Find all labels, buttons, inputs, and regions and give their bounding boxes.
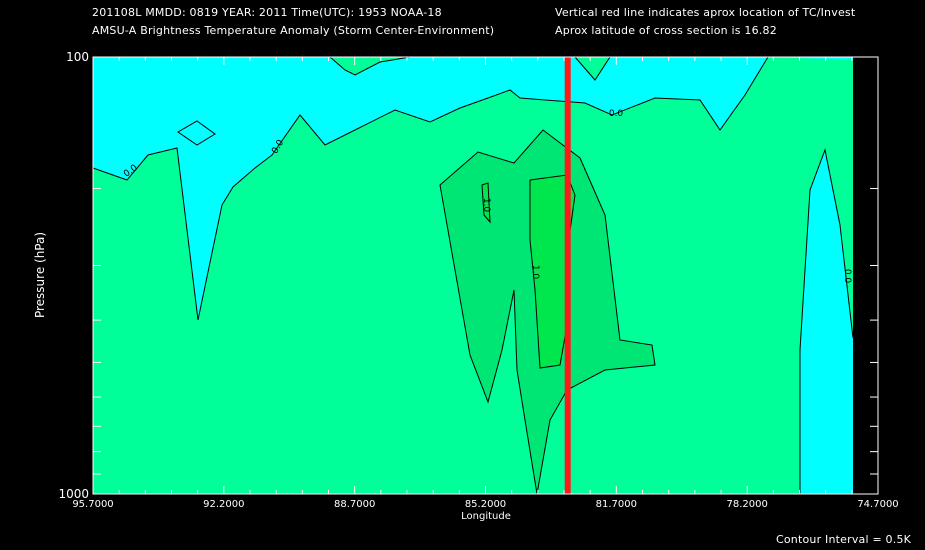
contour-zero-island [177, 120, 216, 146]
no-data-strip [853, 58, 877, 493]
header-line-4: Aprox latitude of cross section is 16.82 [555, 24, 777, 37]
x-tick-label: 85.2000 [465, 499, 506, 510]
x-tick-label: 88.7000 [334, 499, 375, 510]
x-tick-label: 81.7000 [596, 499, 637, 510]
positive-region-top-right [575, 57, 610, 80]
x-tick-label: 92.2000 [203, 499, 244, 510]
x-tick-label: 95.7000 [72, 499, 113, 510]
contour-interval-label: Contour Interval = 0.5K [776, 533, 912, 546]
contour-one-outer [439, 129, 656, 495]
contour-label: 1.0 [530, 265, 540, 280]
contour-zero-top-green [329, 56, 411, 76]
header-line-2: AMSU-A Brightness Temperature Anomaly (S… [92, 24, 495, 37]
y-tick-label: 1000 [58, 487, 89, 501]
contour-label: 0.0 [609, 109, 624, 119]
contour-zero-right [799, 148, 854, 494]
contour-one-inner [529, 174, 576, 369]
header-line-3: Vertical red line indicates aprox locati… [555, 6, 856, 19]
negative-region-right [800, 150, 853, 494]
negative-region-top [93, 57, 853, 320]
contour-one-inner-left [481, 182, 491, 224]
positive-region-top [330, 57, 410, 75]
x-tick-label: 74.7000 [857, 499, 898, 510]
warm-core-inner [530, 175, 575, 368]
y-axis-title: Pressure (hPa) [33, 232, 47, 318]
x-tick-label: 78.2000 [726, 499, 767, 510]
contour-zero-top [92, 56, 769, 321]
y-tick-label: 100 [66, 50, 89, 64]
storm-center-line [564, 57, 571, 494]
contour-label: 0.0 [842, 269, 852, 284]
x-axis-title: Longitude [461, 511, 511, 522]
header-line-1: 201108L MMDD: 0819 YEAR: 2011 Time(UTC):… [92, 6, 442, 19]
contour-zero-top-right [574, 56, 611, 81]
axes: 95.7000 92.2000 88.7000 85.2000 81.7000 78.20… [58, 50, 898, 510]
contour-label: 1.0 [481, 198, 491, 213]
